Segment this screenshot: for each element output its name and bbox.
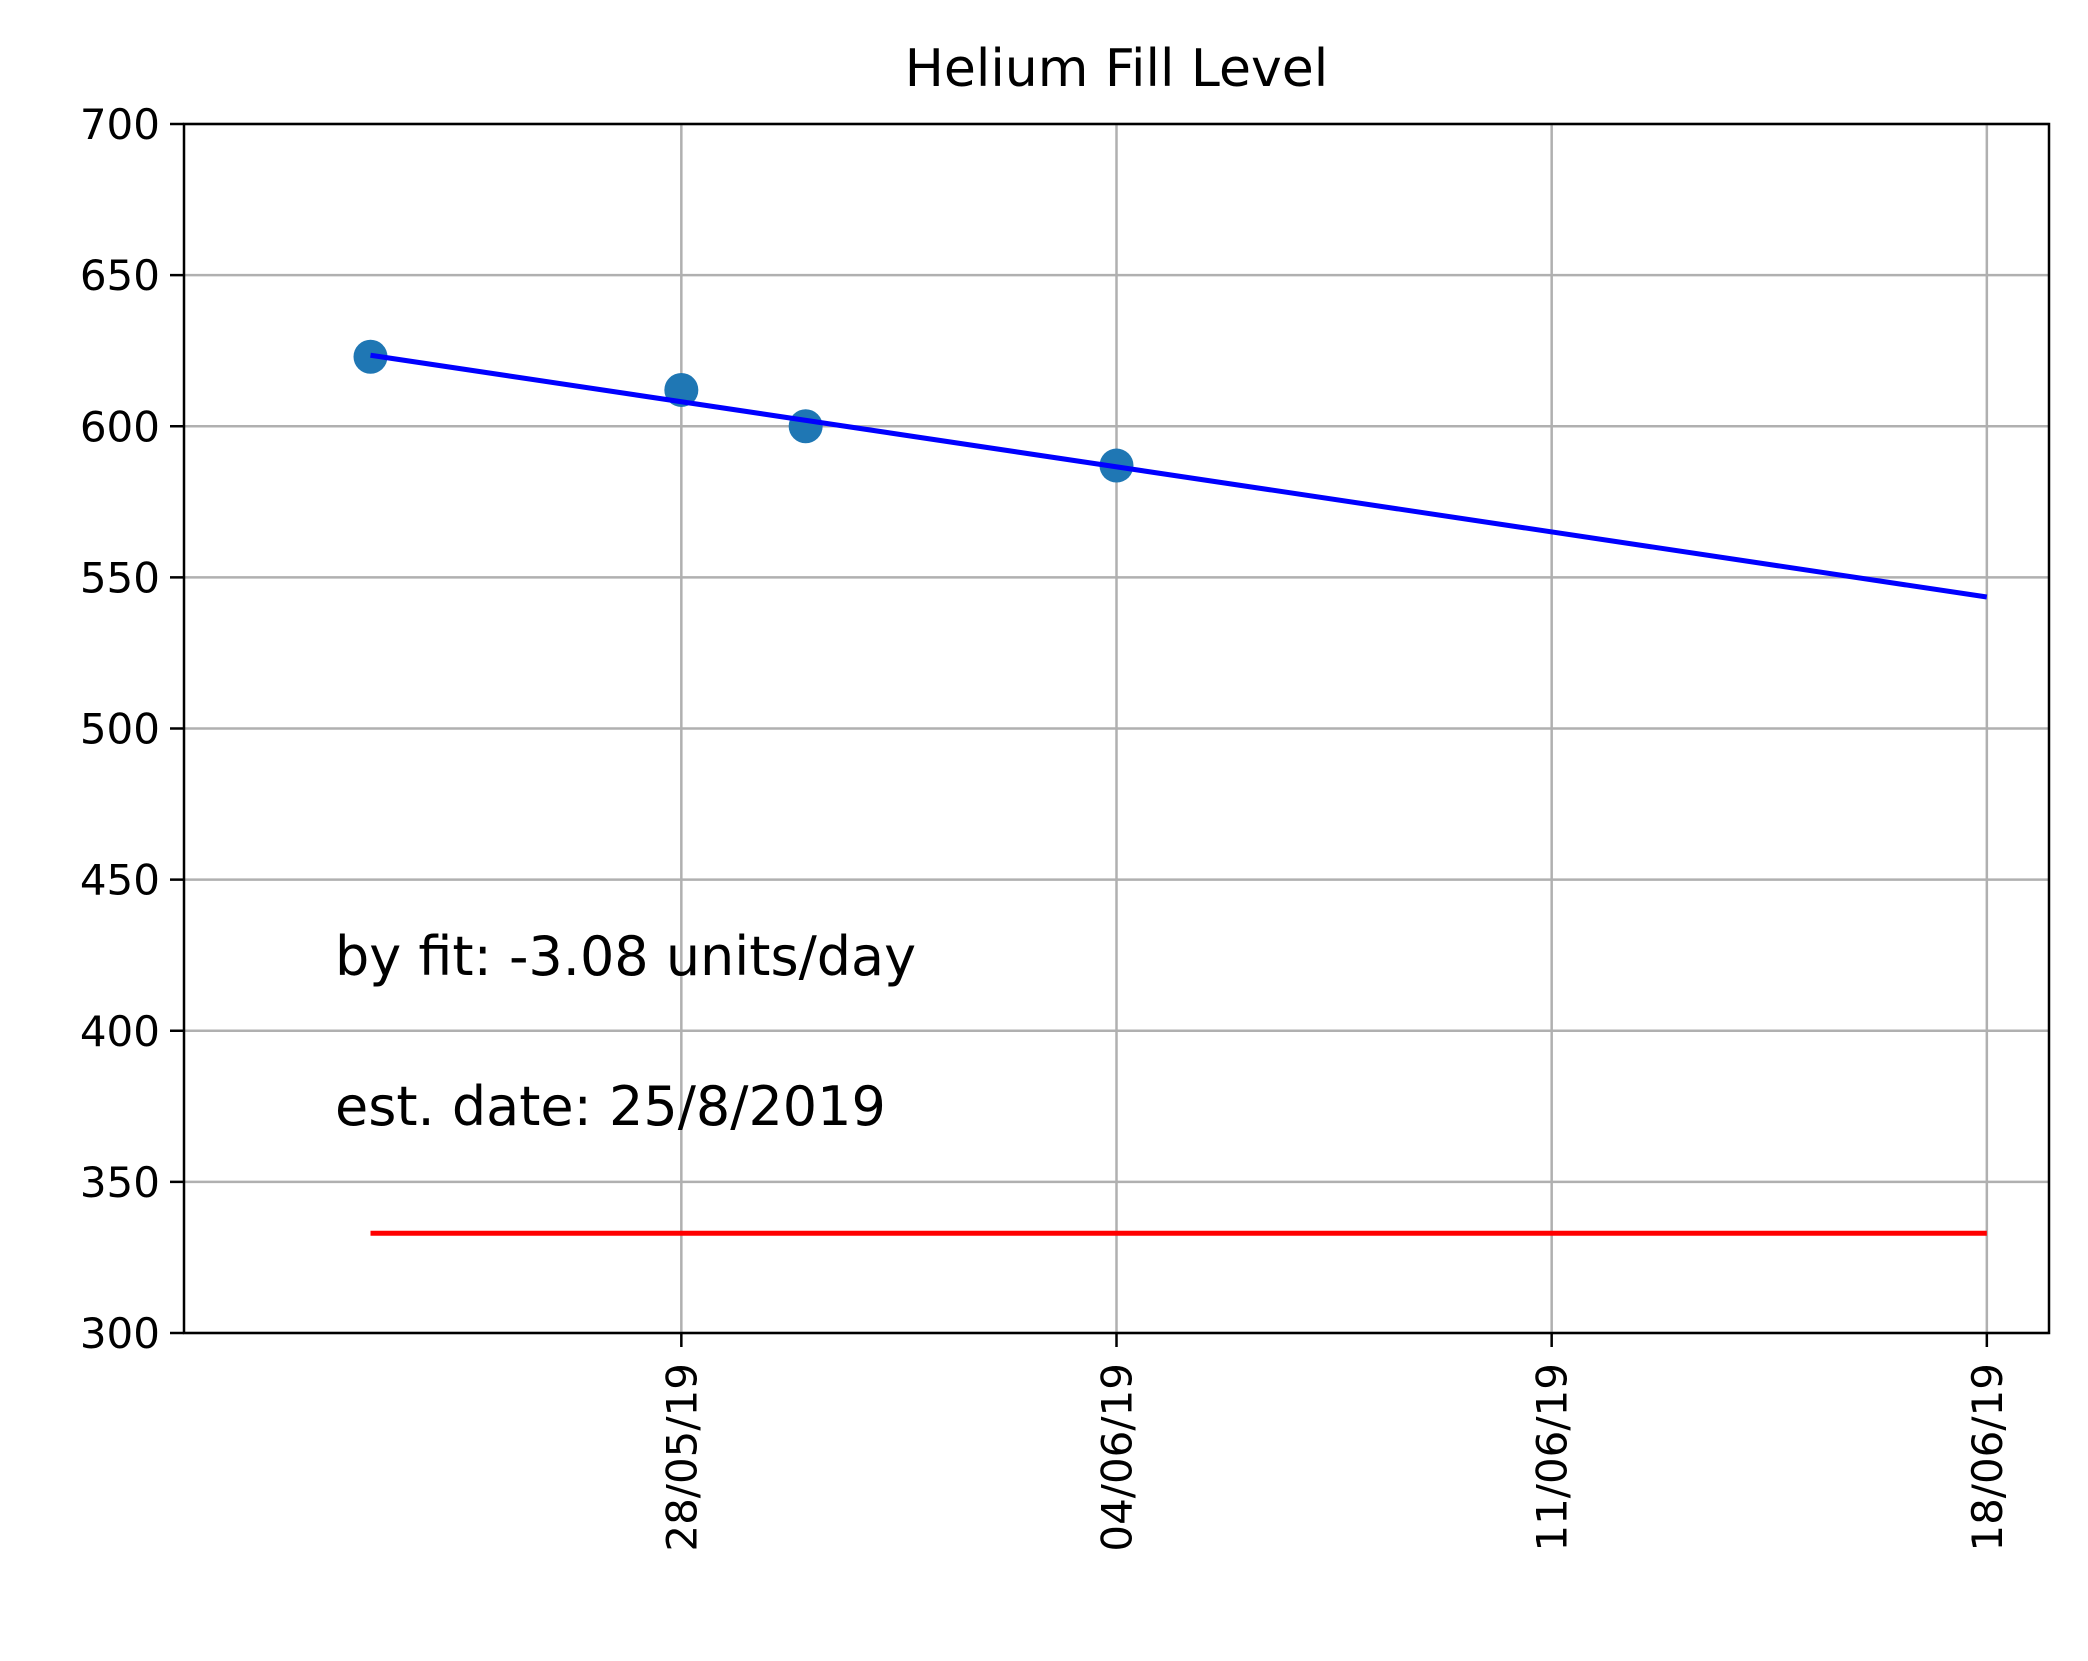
chart-title: Helium Fill Level [905, 39, 1328, 99]
x-tick-label: 18/06/19 [1963, 1363, 2012, 1552]
annotation-rate: by fit: -3.08 units/day [335, 925, 916, 988]
y-tick-label: 350 [80, 1158, 160, 1207]
data-point [788, 409, 823, 444]
y-tick-label: 400 [80, 1007, 160, 1056]
y-tick-label: 700 [80, 100, 160, 149]
y-tick-label: 600 [80, 402, 160, 451]
x-tick-label: 28/05/19 [657, 1363, 706, 1552]
annotation-date: est. date: 25/8/2019 [335, 1075, 886, 1138]
x-tick-label: 11/06/19 [1528, 1363, 1577, 1552]
y-tick-label: 500 [80, 705, 160, 754]
fit-line [370, 352, 1988, 600]
series [353, 339, 1988, 1236]
y-tick-label: 650 [80, 251, 160, 300]
y-tick-label: 300 [80, 1309, 160, 1358]
x-tick-label: 04/06/19 [1093, 1363, 1142, 1552]
ticks: 300 350 400 450 500 550 600 650 700 28/05/19 04/06… [80, 100, 2012, 1552]
grid [184, 122, 2049, 1335]
y-tick-label: 550 [80, 553, 160, 602]
y-tick-label: 450 [80, 856, 160, 905]
